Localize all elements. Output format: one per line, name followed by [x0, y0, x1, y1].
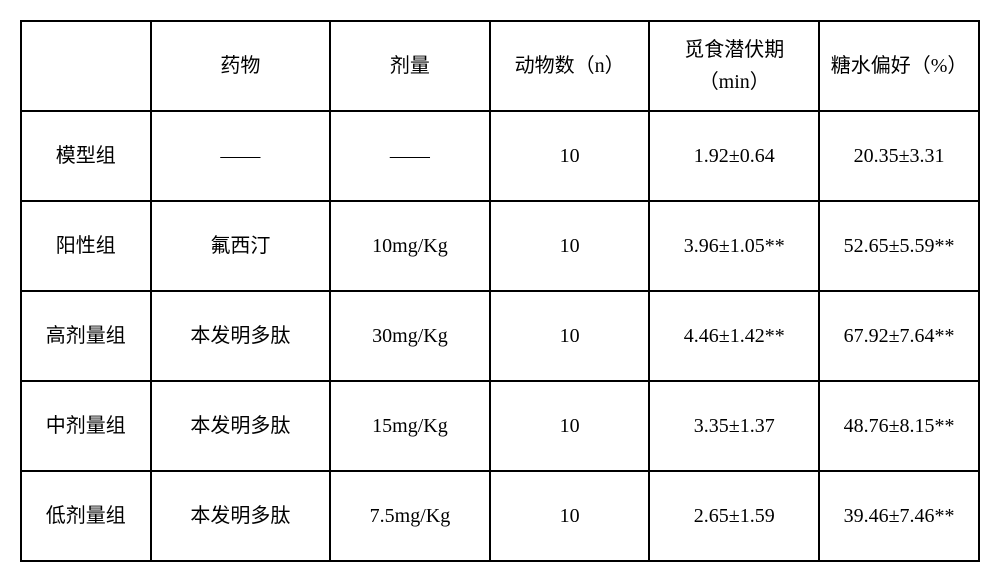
cell-latency: 4.46±1.42** — [649, 291, 819, 381]
data-table: 药物 剂量 动物数（n） 觅食潜伏期（min） 糖水偏好（%） 模型组 —— —… — [20, 20, 980, 562]
cell-drug: 本发明多肽 — [151, 471, 330, 561]
cell-n: 10 — [490, 111, 650, 201]
header-latency: 觅食潜伏期（min） — [649, 21, 819, 111]
table-row: 模型组 —— —— 10 1.92±0.64 20.35±3.31 — [21, 111, 979, 201]
cell-n: 10 — [490, 381, 650, 471]
cell-dose: 10mg/Kg — [330, 201, 490, 291]
table-row: 低剂量组 本发明多肽 7.5mg/Kg 10 2.65±1.59 39.46±7… — [21, 471, 979, 561]
cell-drug: —— — [151, 111, 330, 201]
header-n: 动物数（n） — [490, 21, 650, 111]
cell-pref: 20.35±3.31 — [819, 111, 979, 201]
cell-pref: 67.92±7.64** — [819, 291, 979, 381]
cell-pref: 39.46±7.46** — [819, 471, 979, 561]
cell-group: 阳性组 — [21, 201, 151, 291]
cell-n: 10 — [490, 201, 650, 291]
cell-n: 10 — [490, 291, 650, 381]
header-pref: 糖水偏好（%） — [819, 21, 979, 111]
header-drug: 药物 — [151, 21, 330, 111]
header-dose: 剂量 — [330, 21, 490, 111]
cell-latency: 2.65±1.59 — [649, 471, 819, 561]
table-row: 中剂量组 本发明多肽 15mg/Kg 10 3.35±1.37 48.76±8.… — [21, 381, 979, 471]
table-header-row: 药物 剂量 动物数（n） 觅食潜伏期（min） 糖水偏好（%） — [21, 21, 979, 111]
cell-dose: 15mg/Kg — [330, 381, 490, 471]
cell-latency: 3.35±1.37 — [649, 381, 819, 471]
cell-group: 中剂量组 — [21, 381, 151, 471]
table-row: 阳性组 氟西汀 10mg/Kg 10 3.96±1.05** 52.65±5.5… — [21, 201, 979, 291]
table-row: 高剂量组 本发明多肽 30mg/Kg 10 4.46±1.42** 67.92±… — [21, 291, 979, 381]
cell-drug: 氟西汀 — [151, 201, 330, 291]
cell-n: 10 — [490, 471, 650, 561]
header-group — [21, 21, 151, 111]
cell-latency: 3.96±1.05** — [649, 201, 819, 291]
cell-dose: —— — [330, 111, 490, 201]
cell-pref: 48.76±8.15** — [819, 381, 979, 471]
table-body: 模型组 —— —— 10 1.92±0.64 20.35±3.31 阳性组 氟西… — [21, 111, 979, 561]
cell-group: 高剂量组 — [21, 291, 151, 381]
cell-drug: 本发明多肽 — [151, 381, 330, 471]
cell-drug: 本发明多肽 — [151, 291, 330, 381]
cell-group: 低剂量组 — [21, 471, 151, 561]
cell-group: 模型组 — [21, 111, 151, 201]
cell-dose: 30mg/Kg — [330, 291, 490, 381]
cell-dose: 7.5mg/Kg — [330, 471, 490, 561]
cell-latency: 1.92±0.64 — [649, 111, 819, 201]
cell-pref: 52.65±5.59** — [819, 201, 979, 291]
